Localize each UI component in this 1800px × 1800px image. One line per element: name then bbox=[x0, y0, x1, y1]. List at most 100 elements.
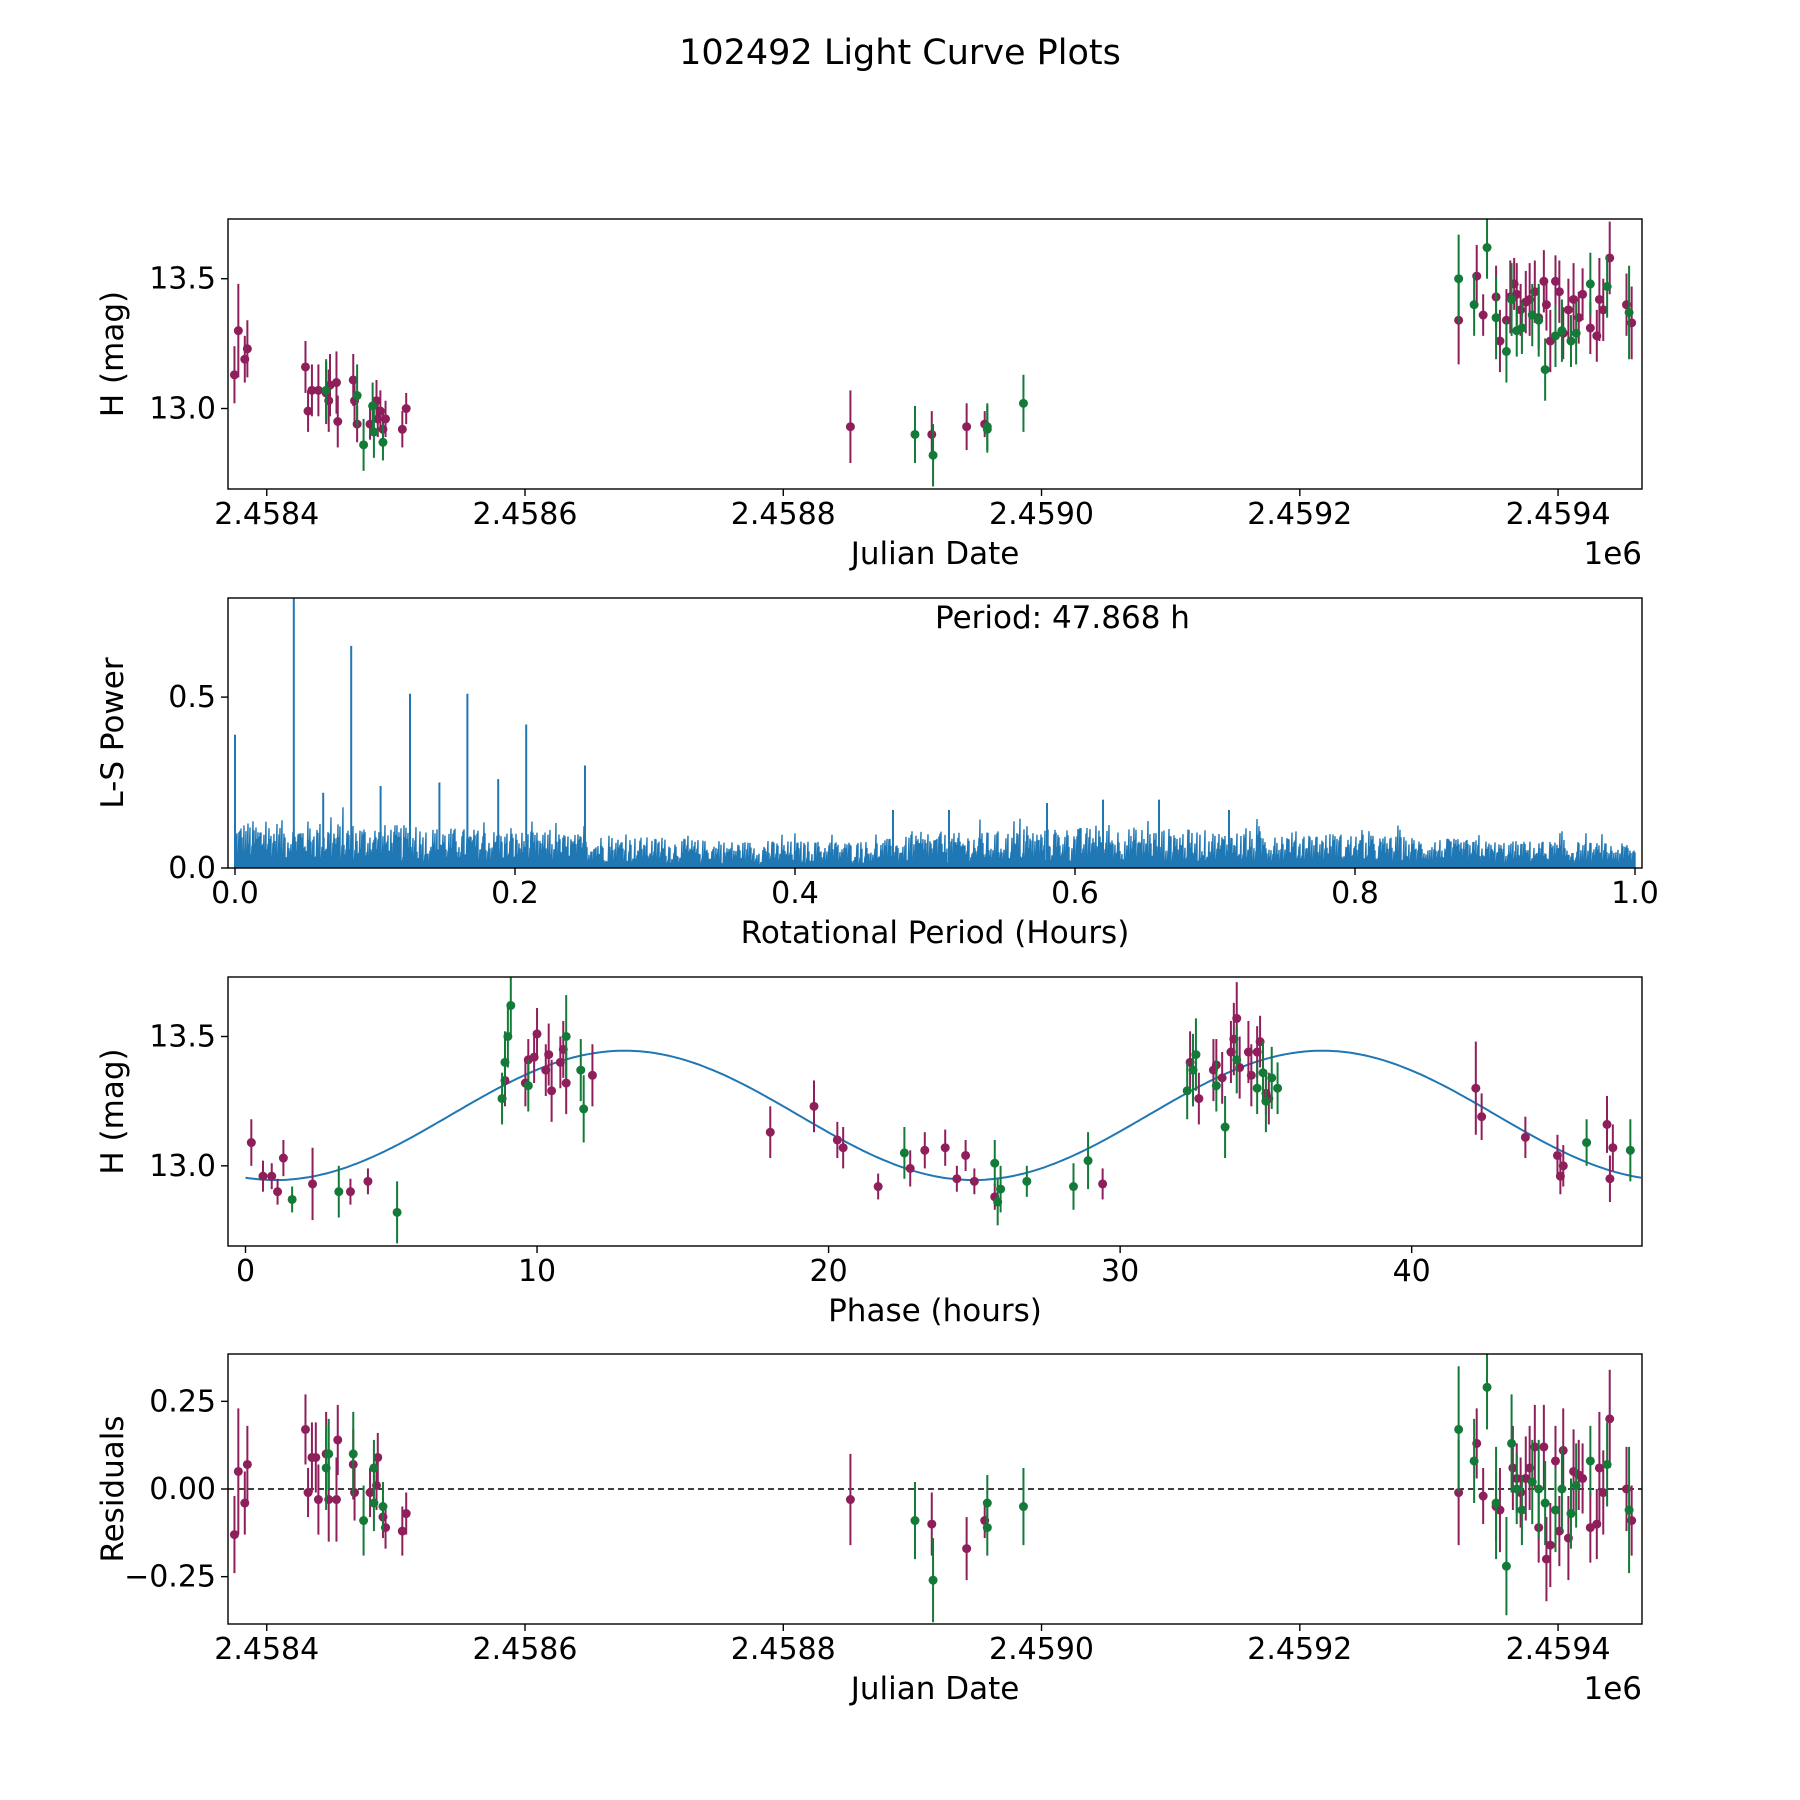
data-point bbox=[1550, 276, 1560, 286]
data-point bbox=[278, 1153, 288, 1163]
data-point bbox=[1482, 1382, 1492, 1392]
data-point bbox=[1507, 1438, 1517, 1448]
data-point bbox=[1478, 1491, 1488, 1501]
data-point bbox=[1220, 1122, 1230, 1132]
x-tick-label: 2.4584 bbox=[214, 1632, 319, 1667]
x-tick-label: 0.0 bbox=[211, 876, 259, 911]
x-tick-label: 2.4594 bbox=[1506, 497, 1611, 532]
data-point bbox=[1018, 1502, 1028, 1512]
data-point bbox=[350, 1488, 360, 1498]
x-tick-label: 2.4588 bbox=[731, 1632, 836, 1667]
data-point bbox=[1495, 1505, 1505, 1515]
lightcurve-plot-area bbox=[229, 219, 1637, 487]
data-point bbox=[1563, 305, 1573, 315]
data-point bbox=[1491, 313, 1501, 323]
data-point bbox=[321, 385, 331, 395]
data-point bbox=[1598, 305, 1608, 315]
data-point bbox=[369, 427, 379, 437]
data-point bbox=[952, 1174, 962, 1184]
data-point bbox=[1191, 1050, 1201, 1060]
data-point bbox=[928, 450, 938, 460]
data-point bbox=[1605, 1174, 1615, 1184]
data-point bbox=[1625, 1145, 1635, 1155]
data-point bbox=[1232, 1055, 1242, 1065]
figure-title: 102492 Light Curve Plots bbox=[679, 33, 1121, 73]
data-point bbox=[1507, 294, 1517, 304]
data-point bbox=[845, 1495, 855, 1505]
data-point bbox=[331, 378, 341, 388]
data-point bbox=[381, 414, 391, 424]
data-point bbox=[1566, 1509, 1576, 1519]
data-point bbox=[873, 1182, 883, 1192]
y-tick-label: 13.0 bbox=[149, 1149, 216, 1184]
data-point bbox=[1454, 274, 1464, 284]
data-point bbox=[300, 362, 310, 372]
data-point bbox=[1541, 300, 1551, 310]
y-tick-label: 0.00 bbox=[149, 1472, 216, 1507]
data-point bbox=[1550, 1456, 1560, 1466]
data-point bbox=[927, 429, 937, 439]
data-point bbox=[928, 1575, 938, 1585]
data-point bbox=[331, 1495, 341, 1505]
panel-lightcurve: 2.4584 2.4586 2.4588 2.4590 2.4592 2.4594 13.0… bbox=[95, 218, 1643, 572]
panel-phased: 0 10 20 30 40 13.0 13.5 Phase (hours) H (mag) bbox=[95, 976, 1643, 1329]
data-point bbox=[1469, 300, 1479, 310]
data-point bbox=[345, 1187, 355, 1197]
data-point bbox=[1512, 1484, 1522, 1494]
data-point bbox=[378, 437, 388, 447]
data-point bbox=[1602, 282, 1612, 291]
data-point bbox=[1501, 1561, 1511, 1571]
series-green bbox=[321, 219, 1634, 487]
data-point bbox=[962, 422, 972, 432]
y-tick-label: 0.25 bbox=[149, 1384, 216, 1419]
data-point bbox=[1585, 323, 1595, 333]
data-point bbox=[1554, 287, 1564, 297]
data-point bbox=[832, 1135, 842, 1145]
data-point bbox=[1566, 336, 1576, 346]
data-point bbox=[982, 1523, 992, 1533]
data-point bbox=[910, 429, 920, 439]
data-point bbox=[1273, 1083, 1283, 1093]
data-point bbox=[1608, 1143, 1618, 1153]
data-point bbox=[359, 1516, 369, 1526]
residuals-plot-area bbox=[228, 1354, 1642, 1623]
data-point bbox=[229, 1530, 239, 1540]
x-tick-label: 0.6 bbox=[1051, 876, 1099, 911]
data-point bbox=[1534, 315, 1544, 325]
data-point bbox=[303, 1488, 313, 1498]
data-point bbox=[1540, 365, 1550, 375]
data-point bbox=[845, 422, 855, 432]
x-tick-label: 2.4590 bbox=[989, 1632, 1094, 1667]
data-point bbox=[1578, 1473, 1588, 1483]
data-point bbox=[258, 1171, 268, 1181]
data-point bbox=[233, 1466, 243, 1476]
data-point bbox=[369, 1498, 379, 1508]
y-axis-label: Residuals bbox=[95, 1415, 131, 1562]
data-point bbox=[392, 1207, 402, 1217]
data-point bbox=[1552, 1150, 1562, 1160]
x-tick-label: 0.4 bbox=[771, 876, 819, 911]
x-tick-label: 2.4584 bbox=[214, 497, 319, 532]
data-point bbox=[1495, 336, 1505, 346]
data-point bbox=[576, 1065, 586, 1075]
data-point bbox=[1540, 1498, 1550, 1508]
series-green bbox=[287, 977, 1635, 1244]
x-tick-label: 2.4588 bbox=[731, 497, 836, 532]
data-point bbox=[369, 1463, 379, 1473]
data-point bbox=[990, 1158, 1000, 1168]
data-point bbox=[324, 1449, 334, 1459]
data-point bbox=[1211, 1081, 1221, 1091]
data-point bbox=[899, 1148, 909, 1158]
data-point bbox=[523, 1081, 533, 1091]
data-point bbox=[1182, 1086, 1192, 1096]
data-point bbox=[910, 1516, 920, 1526]
x-tick-label: 40 bbox=[1393, 1254, 1431, 1289]
data-point bbox=[333, 1435, 343, 1445]
data-point bbox=[401, 404, 411, 414]
plot-panels: 2.4584 2.4586 2.4588 2.4590 2.4592 2.4594 13.0… bbox=[95, 218, 1659, 1707]
data-point bbox=[246, 1138, 256, 1148]
data-point bbox=[838, 1143, 848, 1153]
data-point bbox=[1578, 289, 1588, 299]
data-point bbox=[308, 1179, 318, 1189]
